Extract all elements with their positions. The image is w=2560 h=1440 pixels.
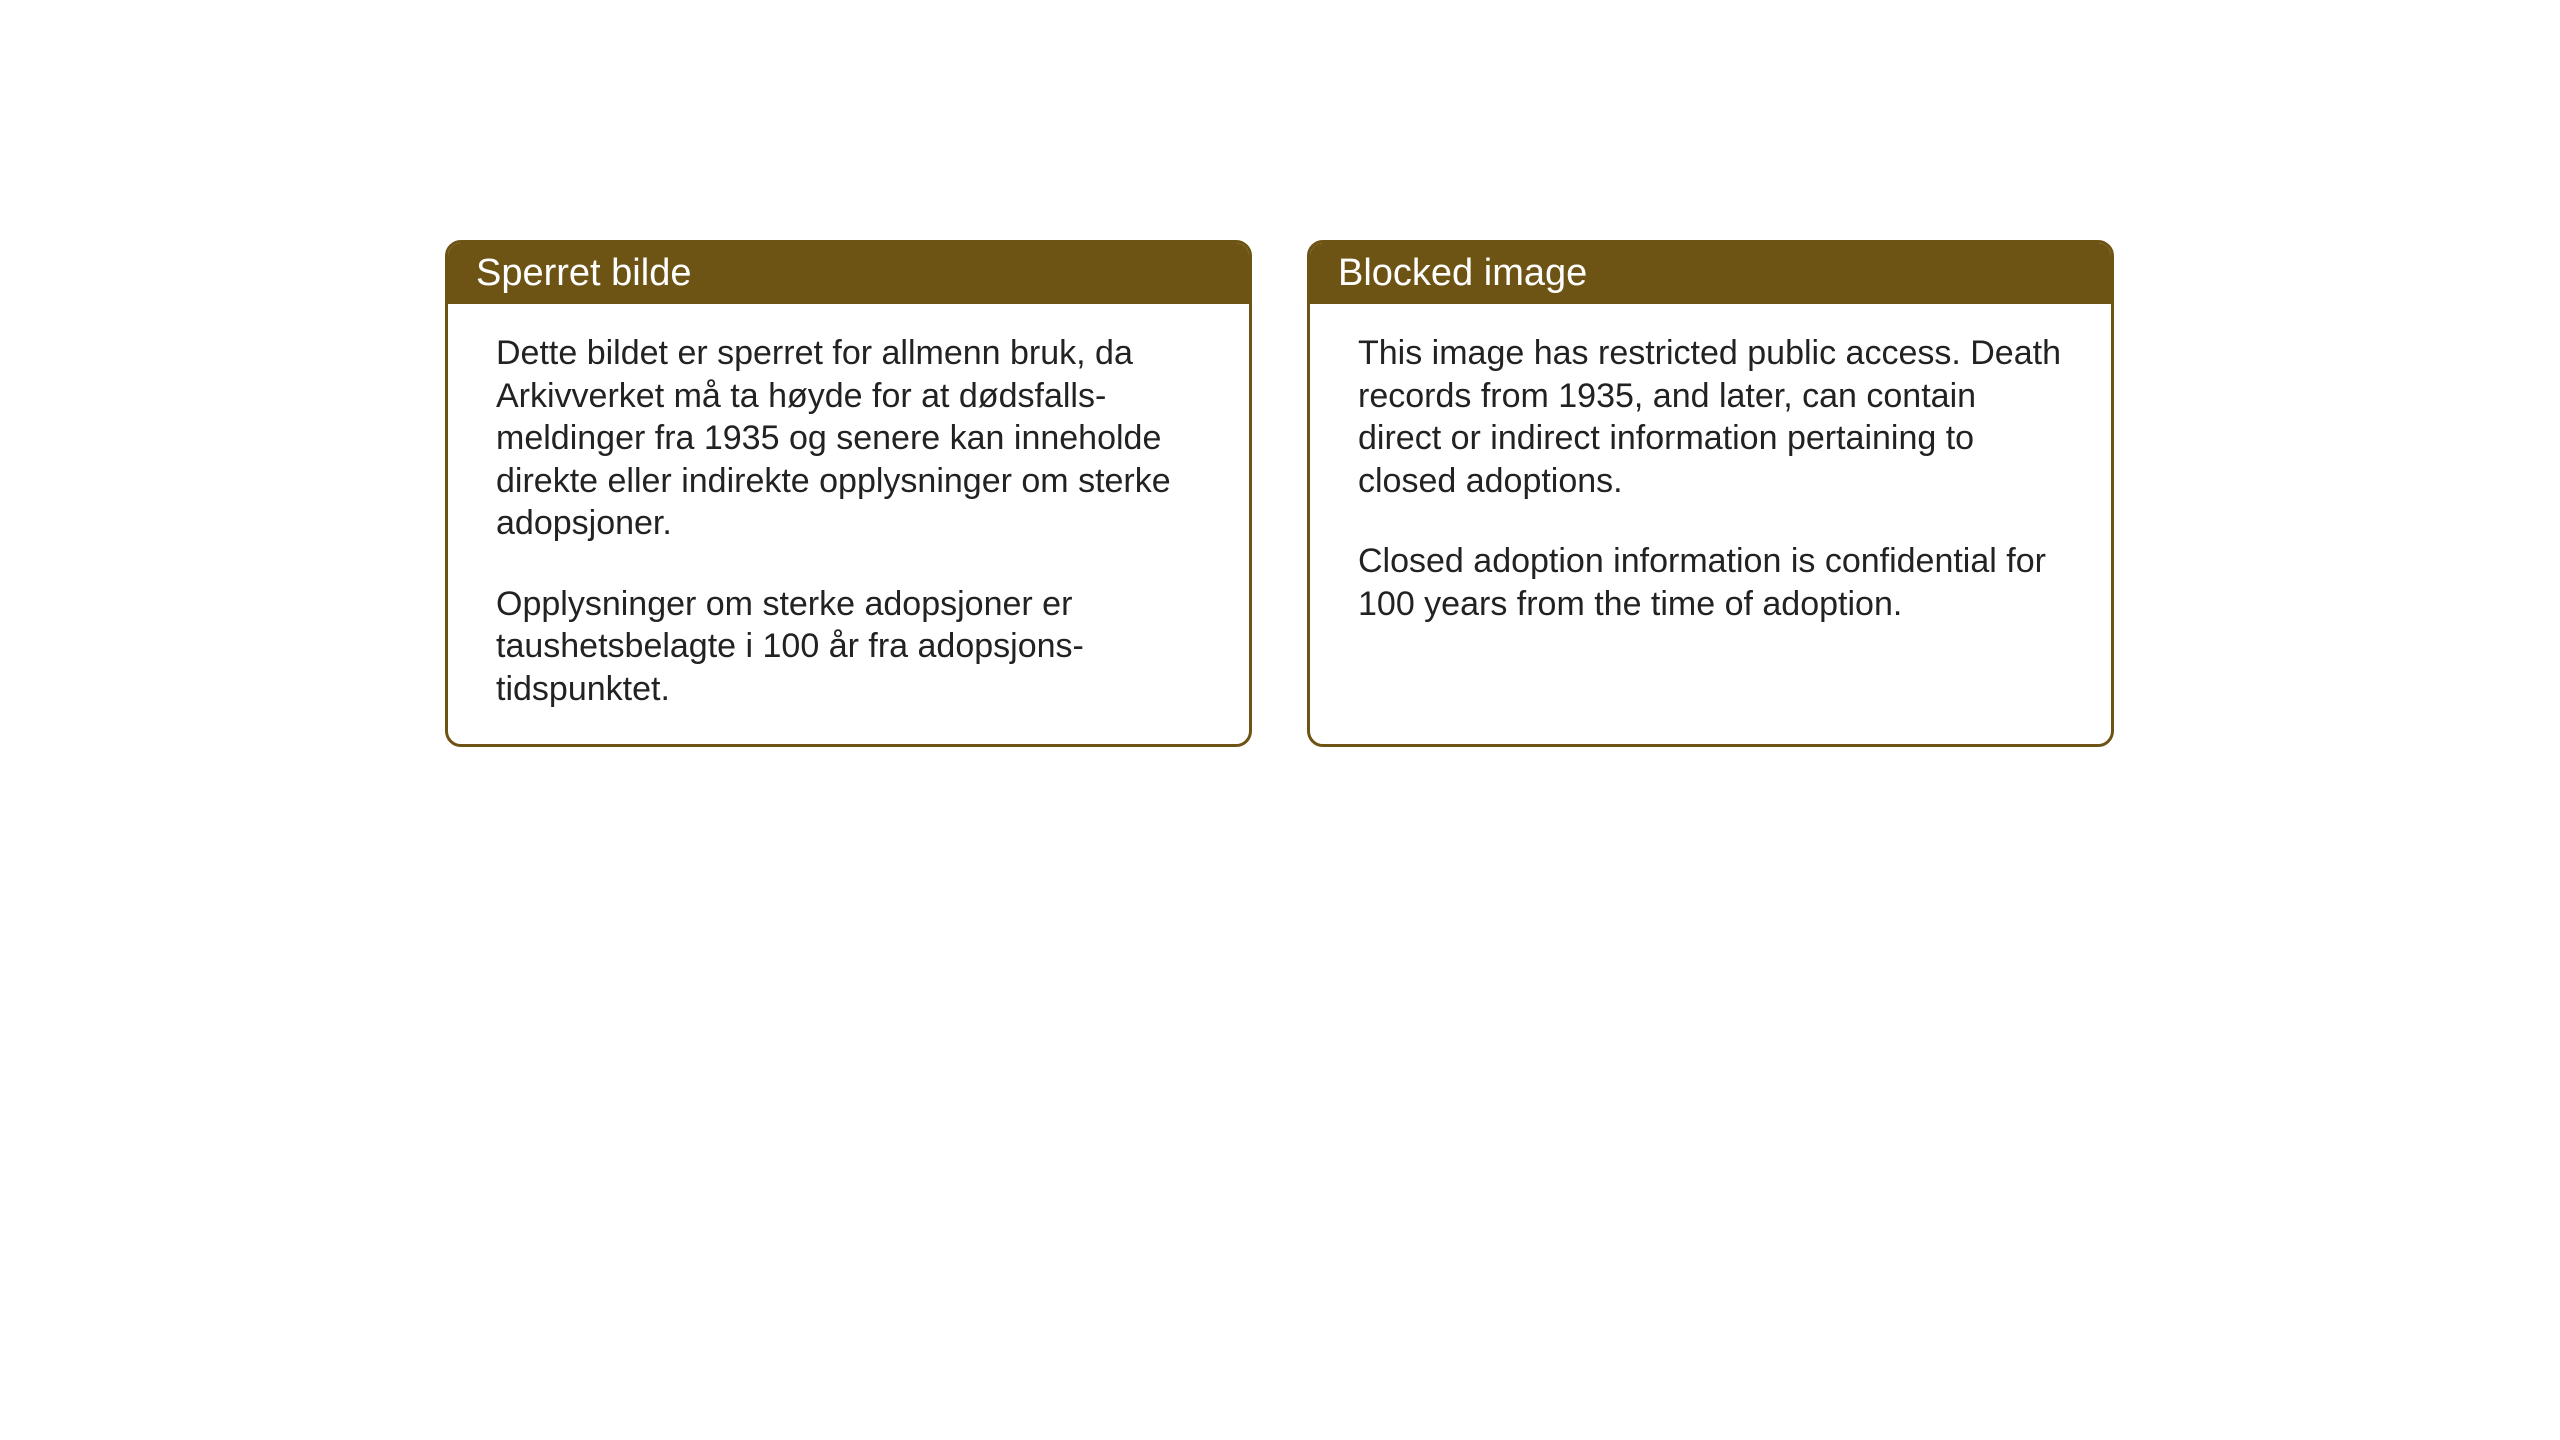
card-header-norwegian: Sperret bilde bbox=[448, 243, 1249, 304]
info-card-english: Blocked image This image has restricted … bbox=[1307, 240, 2114, 747]
card-paragraph-english-2: Closed adoption information is confident… bbox=[1358, 540, 2063, 625]
card-title-norwegian: Sperret bilde bbox=[476, 252, 691, 294]
card-title-english: Blocked image bbox=[1338, 252, 1587, 294]
card-paragraph-english-1: This image has restricted public access.… bbox=[1358, 332, 2063, 502]
card-paragraph-norwegian-2: Opplysninger om sterke adopsjoner er tau… bbox=[496, 583, 1201, 711]
card-header-english: Blocked image bbox=[1310, 243, 2111, 304]
info-card-norwegian: Sperret bilde Dette bildet er sperret fo… bbox=[445, 240, 1252, 747]
card-body-english: This image has restricted public access.… bbox=[1310, 304, 2111, 724]
info-cards-container: Sperret bilde Dette bildet er sperret fo… bbox=[445, 240, 2114, 747]
card-body-norwegian: Dette bildet er sperret for allmenn bruk… bbox=[448, 304, 1249, 744]
card-paragraph-norwegian-1: Dette bildet er sperret for allmenn bruk… bbox=[496, 332, 1201, 545]
